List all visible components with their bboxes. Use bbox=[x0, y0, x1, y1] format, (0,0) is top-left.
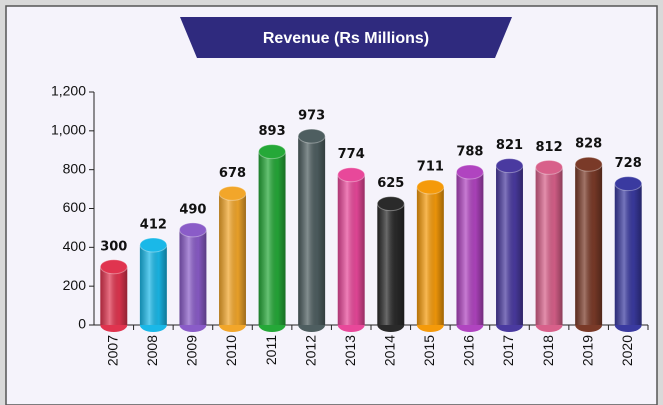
y-tick-label: 800 bbox=[63, 160, 87, 176]
value-label: 828 bbox=[575, 137, 602, 152]
bar-shade bbox=[496, 165, 523, 325]
value-label: 774 bbox=[338, 147, 365, 162]
x-tick-label: 2007 bbox=[104, 335, 120, 366]
bar-cap bbox=[574, 156, 603, 172]
x-tick-label: 2015 bbox=[421, 335, 437, 366]
bar-cap bbox=[218, 185, 247, 201]
value-label: 625 bbox=[377, 176, 404, 191]
bar-shade bbox=[535, 167, 563, 325]
bar-cap bbox=[337, 167, 366, 183]
bar-shade bbox=[179, 229, 207, 325]
bar-cap bbox=[297, 128, 326, 144]
bar-cap bbox=[258, 144, 287, 160]
y-tick-label: 600 bbox=[63, 199, 87, 215]
bar-cap bbox=[99, 259, 128, 275]
value-label: 678 bbox=[219, 166, 246, 181]
bar-shade bbox=[139, 245, 167, 325]
x-tick-label: 2011 bbox=[263, 335, 279, 365]
bar-cap bbox=[535, 159, 564, 175]
bar-shade bbox=[219, 193, 246, 325]
bar-shade bbox=[575, 164, 603, 325]
value-label: 893 bbox=[259, 124, 286, 139]
chart-title: Revenue (Rs Millions) bbox=[263, 30, 429, 47]
bar-cap bbox=[416, 179, 445, 195]
bar-shade bbox=[377, 203, 405, 325]
bar-cap bbox=[376, 196, 405, 212]
value-label: 412 bbox=[140, 218, 167, 233]
x-tick-label: 2017 bbox=[500, 335, 516, 366]
x-tick-label: 2009 bbox=[184, 335, 200, 366]
bar-cap bbox=[495, 158, 524, 174]
bar-shade bbox=[100, 266, 128, 325]
value-label: 728 bbox=[615, 156, 642, 171]
x-tick-label: 2010 bbox=[223, 335, 239, 366]
bar-shade bbox=[258, 151, 286, 325]
x-tick-label: 2018 bbox=[540, 335, 556, 366]
x-tick-label: 2019 bbox=[579, 335, 595, 366]
value-label: 711 bbox=[417, 159, 444, 174]
bar-cap bbox=[455, 164, 484, 180]
bar-cap bbox=[178, 222, 207, 238]
bar-shade bbox=[298, 136, 326, 325]
bar-shade bbox=[416, 186, 444, 325]
y-tick-label: 0 bbox=[78, 316, 86, 332]
value-label: 821 bbox=[496, 138, 523, 153]
bar-shade bbox=[337, 174, 365, 325]
y-tick-label: 200 bbox=[63, 277, 87, 293]
y-tick-label: 1,200 bbox=[51, 83, 86, 99]
value-label: 490 bbox=[179, 202, 206, 217]
bar-shade bbox=[456, 171, 484, 325]
x-tick-label: 2008 bbox=[144, 335, 160, 366]
bar-shade bbox=[614, 183, 642, 325]
bar-cap bbox=[614, 176, 643, 192]
value-label: 300 bbox=[100, 239, 127, 254]
value-label: 812 bbox=[536, 140, 563, 155]
title-banner bbox=[180, 17, 512, 58]
x-tick-label: 2012 bbox=[302, 335, 318, 366]
x-tick-label: 2013 bbox=[342, 335, 358, 366]
x-tick-label: 2014 bbox=[381, 335, 397, 366]
y-tick-label: 400 bbox=[63, 238, 87, 254]
bar-cap bbox=[139, 237, 168, 253]
y-tick-label: 1,000 bbox=[51, 122, 86, 138]
value-label: 973 bbox=[298, 109, 325, 124]
value-label: 788 bbox=[456, 144, 483, 159]
x-tick-label: 2016 bbox=[461, 335, 477, 366]
x-tick-label: 2020 bbox=[619, 335, 635, 366]
